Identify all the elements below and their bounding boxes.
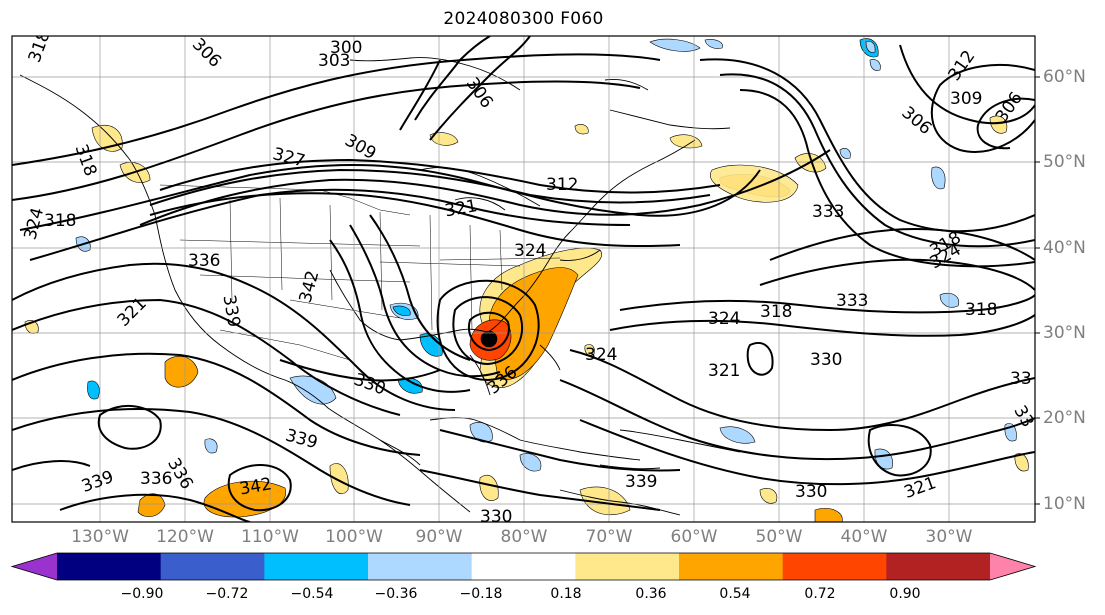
coastline-layer: [19, 57, 741, 516]
colorbar-segment: [160, 553, 265, 580]
contour-label: 300: [330, 38, 362, 58]
contour-label: 330: [810, 350, 842, 370]
contour-layer: [12, 36, 1035, 522]
colorbar-tick: −0.36: [374, 586, 418, 602]
colorbar-tick: 0.36: [635, 586, 667, 602]
contour-label: 336: [140, 469, 172, 489]
contour-label: 324: [514, 241, 546, 261]
colorbar-tick: 0.90: [889, 586, 921, 602]
lon-label: 120°W: [156, 527, 214, 547]
colorbar-segment: [471, 553, 576, 580]
lat-ticks: [1035, 76, 1040, 505]
colorbar-segment: [575, 553, 680, 580]
contour-label: 330: [480, 507, 512, 527]
colorbar-segment: [679, 553, 784, 580]
contour-label: 333: [836, 291, 868, 311]
contour-label: 339: [625, 472, 657, 492]
contour-label: 33: [1010, 369, 1032, 389]
lon-label: 70°W: [585, 527, 633, 547]
contour-label: 324: [585, 345, 617, 365]
contour-label: 309: [950, 89, 982, 109]
colorbar-segment: [264, 553, 369, 580]
colorbar-tick: 0.72: [804, 586, 836, 602]
lon-label: 80°W: [500, 527, 548, 547]
lon-label: 30°W: [925, 527, 973, 547]
colorbar-segments: [10, 552, 1037, 581]
lon-label: 110°W: [241, 527, 299, 547]
shading-layer: [24, 38, 1029, 522]
colorbar-extend-high: [990, 553, 1035, 580]
colorbar-extend-low: [12, 553, 57, 580]
colorbar-tick: −0.54: [290, 586, 334, 602]
colorbar-segment: [57, 553, 162, 580]
lat-label: 30°N: [1043, 323, 1086, 343]
colorbar-tick: 0.54: [719, 586, 751, 602]
colorbar-segment: [368, 553, 473, 580]
lon-label: 130°W: [71, 527, 129, 547]
lat-label: 50°N: [1043, 152, 1086, 172]
lat-label: 20°N: [1043, 408, 1086, 428]
lon-label: 90°W: [415, 527, 463, 547]
contour-label: 318: [760, 302, 792, 322]
lon-label: 100°W: [325, 527, 383, 547]
colorbar-tick: 0.18: [550, 586, 582, 602]
lon-label: 40°W: [840, 527, 888, 547]
colorbar-tick: −0.90: [120, 586, 164, 602]
contour-label: 321: [708, 361, 740, 381]
contour-label: 330: [795, 482, 827, 502]
lat-label: 10°N: [1043, 494, 1086, 514]
colorbar: [10, 552, 1037, 581]
lat-label: 60°N: [1043, 67, 1086, 87]
lon-label: 60°W: [670, 527, 718, 547]
contour-label: 312: [546, 175, 578, 195]
lon-label: 50°W: [755, 527, 803, 547]
colorbar-segment: [886, 553, 991, 580]
contour-label: 336: [188, 251, 220, 271]
map-title: 2024080300 F060: [443, 9, 604, 29]
lat-label: 40°N: [1043, 238, 1086, 258]
colorbar-outline: [10, 552, 1037, 581]
contour-label: 303: [318, 51, 350, 71]
contour-label: 324: [708, 309, 740, 329]
contour-label: 318: [965, 300, 997, 320]
colorbar-tick: −0.72: [205, 586, 249, 602]
contour-label: 318: [44, 211, 76, 231]
contour-label: 333: [812, 202, 844, 222]
map-panel: 318 306 300 303 306 312 309 306 306 309 …: [11, 35, 1040, 527]
map-frame: [11, 35, 1036, 523]
colorbar-tick: −0.18: [459, 586, 503, 602]
colorbar-segment: [782, 553, 887, 580]
